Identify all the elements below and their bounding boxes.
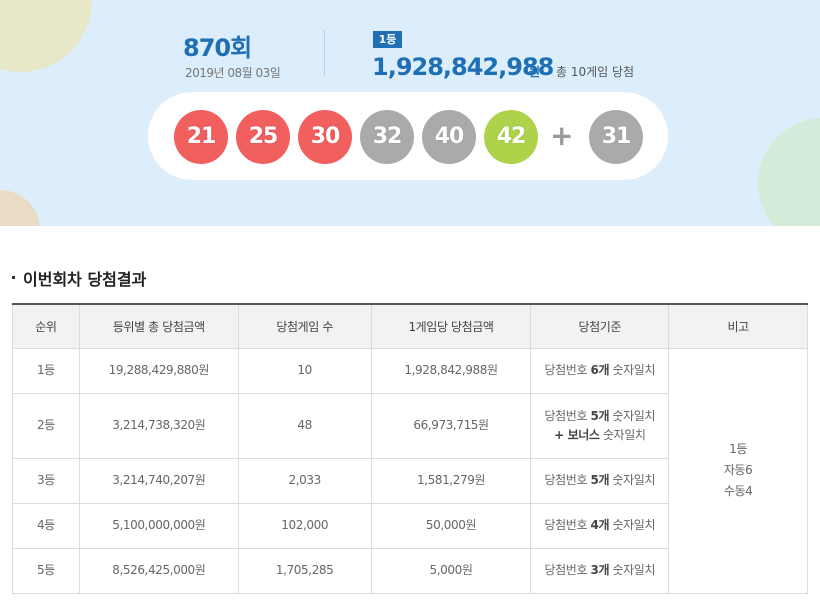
divider <box>324 30 325 76</box>
rank-cell: 5등 <box>12 547 80 594</box>
note-line: 수동4 <box>723 484 753 498</box>
column-header: 등위별 총 당첨금액 <box>78 303 239 349</box>
per-game-prize-cell: 1,581,279원 <box>370 457 532 504</box>
results-table: 순위 등위별 총 당첨금액 당첨게임 수 1게임당 당첨금액 당첨기준 비고 1… <box>12 303 808 594</box>
first-prize-amount: 1,928,842,988 <box>372 53 554 81</box>
draw-date: 2019년 08월 03일 <box>185 66 281 80</box>
bullet-icon <box>12 276 15 279</box>
first-prize-winners: 총 10게임 당첨 <box>556 65 635 79</box>
rank-cell: 2등 <box>12 392 80 459</box>
table-row: 1등 19,288,429,880원 10 1,928,842,988원 당첨번… <box>12 347 808 594</box>
first-prize-unit: 원 <box>529 65 541 79</box>
number-ball: 42 <box>484 110 538 164</box>
note-cell: 1등 자동6 수동4 <box>668 347 808 594</box>
number-ball: 30 <box>298 110 352 164</box>
total-prize-cell: 5,100,000,000원 <box>78 502 239 549</box>
table-row: 3등 3,214,740,207원 2,033 1,581,279원 당첨번호 … <box>12 457 808 504</box>
first-prize-badge: 1등 <box>373 31 402 48</box>
per-game-prize-cell: 5,000원 <box>370 547 532 594</box>
decorative-circle <box>0 0 92 72</box>
winning-games-cell: 10 <box>237 347 372 394</box>
winning-games-cell: 1,705,285 <box>237 547 372 594</box>
rank-cell: 3등 <box>12 457 80 504</box>
winning-games-cell: 2,033 <box>237 457 372 504</box>
note-line: 자동6 <box>723 463 753 477</box>
number-ball: 25 <box>236 110 290 164</box>
number-ball: 32 <box>360 110 414 164</box>
decorative-circle <box>758 118 820 226</box>
per-game-prize-cell: 1,928,842,988원 <box>370 347 532 394</box>
total-prize-cell: 3,214,738,320원 <box>78 392 239 459</box>
rank-cell: 4등 <box>12 502 80 549</box>
criteria-cell: 당첨번호 4개 숫자일치 <box>530 502 670 549</box>
column-header: 순위 <box>12 303 80 349</box>
total-prize-cell: 8,526,425,000원 <box>78 547 239 594</box>
plus-icon: + <box>550 119 574 152</box>
table-row: 4등 5,100,000,000원 102,000 50,000원 당첨번호 4… <box>12 502 808 549</box>
decorative-circle <box>0 190 40 226</box>
table-header-row: 순위 등위별 총 당첨금액 당첨게임 수 1게임당 당첨금액 당첨기준 비고 <box>12 303 808 349</box>
column-header: 당첨게임 수 <box>237 303 372 349</box>
table-row: 5등 8,526,425,000원 1,705,285 5,000원 당첨번호 … <box>12 547 808 594</box>
draw-number: 870회 <box>183 34 252 62</box>
winning-games-cell: 102,000 <box>237 502 372 549</box>
winning-games-cell: 48 <box>237 392 372 459</box>
number-ball: 21 <box>174 110 228 164</box>
note-line: 1등 <box>729 442 748 456</box>
criteria-cell: 당첨번호 6개 숫자일치 <box>530 347 670 394</box>
per-game-prize-cell: 50,000원 <box>370 502 532 549</box>
bonus-ball: 31 <box>589 110 643 164</box>
total-prize-cell: 19,288,429,880원 <box>78 347 239 394</box>
column-header: 1게임당 당첨금액 <box>370 303 532 349</box>
criteria-cell: 당첨번호 3개 숫자일치 <box>530 547 670 594</box>
draw-banner: 870회 2019년 08월 03일 1등 1,928,842,988 원 총 … <box>0 0 820 226</box>
column-header: 비고 <box>668 303 808 349</box>
column-header: 당첨기준 <box>530 303 670 349</box>
criteria-cell: 당첨번호 5개 숫자일치 <box>530 457 670 504</box>
per-game-prize-cell: 66,973,715원 <box>370 392 532 459</box>
number-ball: 40 <box>422 110 476 164</box>
criteria-cell: 당첨번호 5개 숫자일치 + 보너스 숫자일치 <box>530 392 670 459</box>
total-prize-cell: 3,214,740,207원 <box>78 457 239 504</box>
results-section-title: 이번회차 당첨결과 <box>12 266 146 290</box>
rank-cell: 1등 <box>12 347 80 394</box>
table-row: 2등 3,214,738,320원 48 66,973,715원 당첨번호 5개… <box>12 392 808 459</box>
